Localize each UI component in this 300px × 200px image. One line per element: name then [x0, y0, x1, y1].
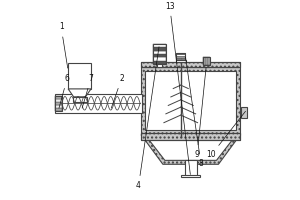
Bar: [55, 105, 62, 108]
Bar: [208, 57, 210, 65]
Text: 13: 13: [165, 2, 190, 174]
Bar: [202, 57, 205, 65]
Bar: [176, 60, 186, 62]
Bar: [55, 99, 62, 102]
Bar: [206, 57, 208, 65]
Bar: [141, 62, 240, 67]
Bar: [141, 67, 240, 135]
Bar: [55, 94, 142, 113]
Text: 6: 6: [59, 74, 70, 108]
Bar: [141, 133, 240, 140]
Bar: [181, 175, 200, 177]
Text: 10: 10: [206, 111, 245, 159]
Text: 4: 4: [136, 47, 159, 190]
Bar: [141, 62, 240, 67]
Text: 2: 2: [111, 74, 124, 108]
Bar: [157, 62, 162, 67]
Bar: [68, 63, 91, 89]
Polygon shape: [145, 135, 236, 160]
Text: 1: 1: [59, 22, 68, 68]
Polygon shape: [141, 135, 240, 164]
Bar: [176, 54, 185, 56]
Bar: [55, 96, 62, 111]
Bar: [146, 71, 236, 130]
Bar: [176, 59, 185, 61]
Bar: [241, 107, 247, 118]
Bar: [153, 47, 166, 51]
Bar: [205, 57, 206, 65]
Bar: [153, 57, 166, 61]
Bar: [141, 133, 240, 140]
Bar: [55, 108, 62, 111]
Bar: [185, 160, 197, 176]
Bar: [202, 57, 210, 65]
Bar: [176, 53, 185, 54]
Bar: [153, 51, 166, 54]
Text: 7: 7: [82, 74, 93, 108]
Bar: [176, 58, 185, 59]
Bar: [176, 53, 185, 61]
Bar: [153, 44, 166, 47]
Bar: [176, 56, 185, 58]
Bar: [55, 102, 62, 105]
Bar: [73, 97, 86, 102]
Polygon shape: [68, 89, 91, 97]
Bar: [153, 61, 166, 64]
Text: 9: 9: [195, 68, 206, 159]
Bar: [55, 96, 62, 99]
Bar: [153, 44, 166, 64]
Bar: [153, 54, 166, 57]
Text: 8: 8: [185, 57, 203, 168]
